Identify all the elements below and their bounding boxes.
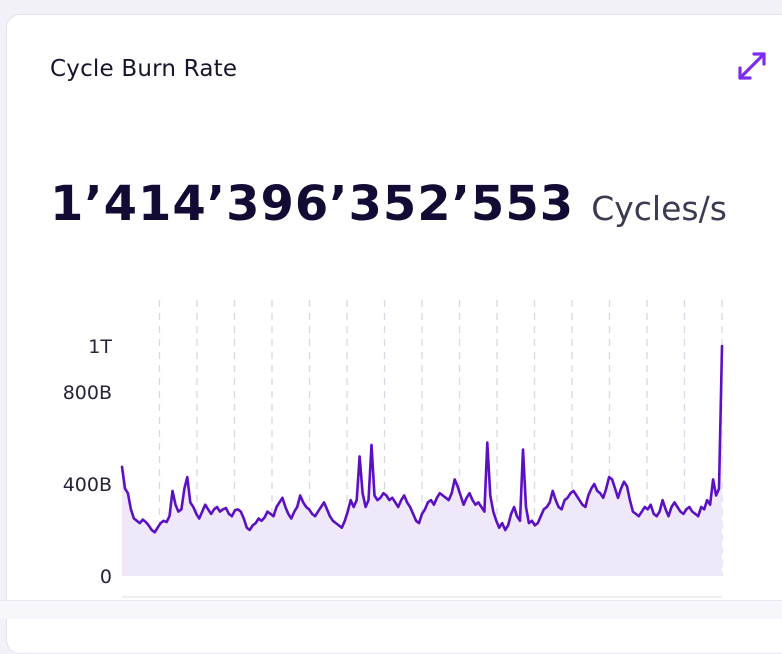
card-footer-strip xyxy=(0,600,782,619)
expand-arrows-icon[interactable] xyxy=(735,49,769,83)
series-line xyxy=(120,344,724,534)
series-area-fill xyxy=(122,346,722,576)
y-tick-label: 1T xyxy=(88,336,112,358)
burn-rate-area-chart: 0 400B 800B 1T xyxy=(63,300,724,598)
card-title: Cycle Burn Rate xyxy=(50,56,238,82)
y-tick-label: 0 xyxy=(100,566,112,588)
y-tick-label: 400B xyxy=(63,474,112,496)
y-tick-label: 800B xyxy=(63,382,112,404)
metric-display: 1’414’396’352’553 Cycles/s xyxy=(50,176,727,232)
metric-unit: Cycles/s xyxy=(591,189,727,228)
metric-value: 1’414’396’352’553 xyxy=(50,176,575,232)
